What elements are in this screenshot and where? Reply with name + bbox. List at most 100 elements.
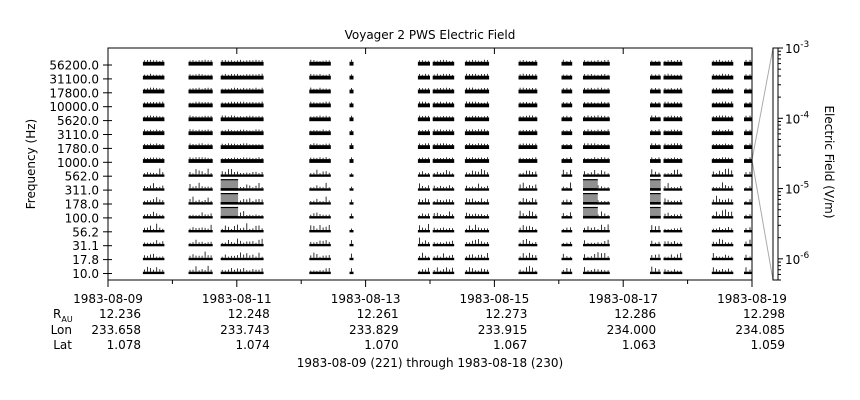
data-segment (464, 216, 490, 219)
data-segment (349, 243, 354, 247)
ephem-r-value: 12.236 (99, 307, 141, 321)
event-floor (650, 215, 661, 219)
event-band (220, 180, 239, 190)
ephem-lat-value: 1.059 (751, 338, 785, 352)
data-segment (142, 202, 165, 205)
data-segment (561, 117, 573, 122)
data-segment (744, 174, 752, 177)
chart-title: Voyager 2 PWS Electric Field (345, 28, 516, 42)
data-segment (464, 230, 490, 233)
data-segment (650, 117, 661, 122)
enhanced-event (583, 179, 598, 219)
data-segment (220, 230, 264, 233)
ephem-r-value: 12.298 (743, 307, 785, 321)
data-segment (432, 243, 455, 247)
data-segment (663, 174, 683, 177)
ephem-lat-value: 1.074 (235, 338, 269, 352)
data-segment (188, 103, 213, 108)
event-cap (583, 206, 598, 209)
data-segment (518, 188, 538, 191)
data-segment (663, 89, 683, 94)
data-segment (432, 103, 455, 108)
data-segment (711, 230, 734, 233)
data-segment (518, 216, 538, 219)
data-segment (711, 145, 734, 149)
data-segment (188, 145, 213, 149)
data-segment (142, 89, 165, 94)
x-tick-label: 1983-08-15 (460, 292, 530, 306)
channel-trace (142, 73, 752, 80)
data-segment (220, 145, 264, 149)
x-tick-label: 1983-08-17 (588, 292, 658, 306)
data-segment (663, 159, 683, 163)
data-segment (744, 159, 752, 163)
ephemeris-labels: RAU Lon Lat (51, 307, 73, 352)
data-segment (349, 145, 354, 149)
data-segment (464, 117, 490, 122)
data-segment (663, 188, 683, 191)
data-segment (464, 131, 490, 136)
ephem-label-r-main: R (53, 307, 61, 321)
data-segment (220, 159, 264, 163)
data-segment (432, 117, 455, 122)
y-tick-label: 10.0 (72, 267, 99, 281)
data-segment (464, 257, 490, 261)
data-segment (711, 271, 734, 275)
data-segment (663, 117, 683, 122)
data-segment (188, 159, 213, 163)
event-band (220, 207, 239, 217)
data-segment (309, 230, 331, 233)
ephem-lon-value: 233.658 (91, 323, 141, 337)
data-segment (583, 145, 610, 149)
data-segment (220, 174, 264, 177)
data-segment (349, 216, 354, 219)
data-segment (711, 117, 734, 122)
data-segment (663, 257, 683, 261)
ephem-label-lon: Lon (51, 323, 72, 337)
data-segment (518, 174, 538, 177)
data-segment (417, 243, 430, 247)
ephem-r-value: 12.273 (485, 307, 527, 321)
data-segment (309, 117, 331, 122)
data-segment (464, 243, 490, 247)
plot-area (142, 59, 752, 275)
data-segment (518, 131, 538, 136)
colorbar-tick-label: 10-5 (785, 181, 809, 197)
colorbar-tick-label: 10-6 (785, 251, 810, 267)
data-segment (583, 257, 610, 261)
data-segment (663, 131, 683, 136)
data-segment (220, 61, 264, 66)
data-segment (650, 257, 661, 261)
x-tick-label: 1983-08-09 (73, 292, 143, 306)
data-segment (349, 159, 354, 163)
ephem-r-value: 12.248 (228, 307, 270, 321)
data-segment (220, 75, 264, 80)
data-segment (518, 103, 538, 108)
data-segment (309, 257, 331, 261)
data-segment (663, 243, 683, 247)
data-segment (142, 174, 165, 177)
data-segment (663, 103, 683, 108)
data-segment (561, 89, 573, 94)
event-floor (220, 215, 239, 219)
data-segment (142, 131, 165, 136)
ephem-lat-value: 1.063 (622, 338, 656, 352)
data-segment (583, 243, 610, 247)
data-segment (561, 159, 573, 163)
ephem-r-value: 12.261 (357, 307, 399, 321)
data-segment (464, 271, 490, 275)
data-segment (188, 216, 213, 219)
data-segment (142, 216, 165, 219)
data-segment (417, 271, 430, 275)
data-segment (744, 257, 752, 261)
data-segment (561, 131, 573, 136)
data-segment (142, 145, 165, 149)
data-segment (432, 89, 455, 94)
data-segment (432, 131, 455, 136)
data-segment (220, 243, 264, 247)
data-segment (744, 216, 752, 219)
data-segment (417, 230, 430, 233)
data-segment (432, 230, 455, 233)
data-segment (744, 230, 752, 233)
data-segment (417, 202, 430, 205)
